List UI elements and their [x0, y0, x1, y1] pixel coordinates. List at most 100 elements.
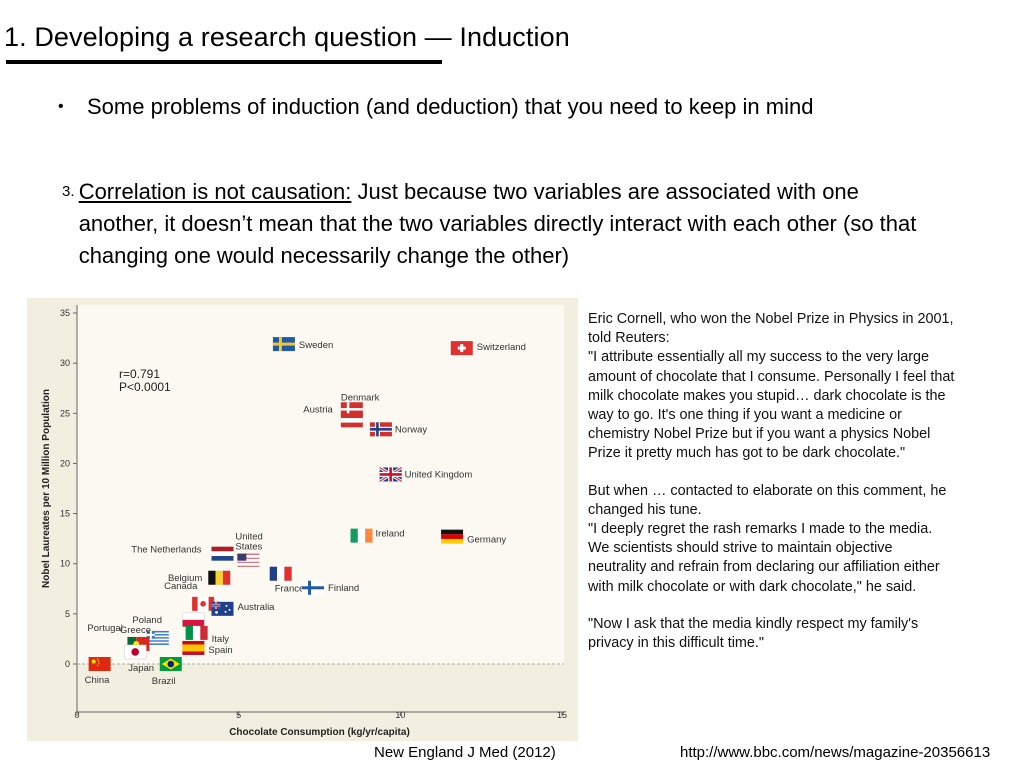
- country-label: Greece: [120, 625, 151, 636]
- bullet-1: • Some problems of induction (and deduct…: [58, 92, 898, 122]
- bullet-marker: •: [58, 98, 64, 115]
- data-point-spain: Spain: [182, 640, 233, 656]
- y-tick-label: 35: [60, 308, 70, 318]
- x-tick-label: 15: [557, 710, 567, 720]
- country-label: Ireland: [376, 529, 405, 540]
- quote-line: told Reuters:: [588, 330, 670, 347]
- chocolate-nobel-chart: 0 5 10 15 20 25 30 35 0 5 10 15 Chocolate Consumptio…: [27, 298, 578, 741]
- quote-line: Eric Cornell, who won the Nobel Prize in…: [588, 311, 954, 327]
- correlation-annotation: r=0.791: [119, 367, 160, 381]
- switzerland-flag-icon: [450, 341, 473, 356]
- country-label: Brazil: [152, 676, 176, 687]
- data-point-france: France: [269, 566, 305, 595]
- title-underline: [6, 60, 442, 64]
- quote-line: way to go. It's one thing if you want a …: [588, 407, 902, 424]
- austria-flag-icon: [340, 413, 363, 428]
- data-point-netherlands: The Netherlands: [131, 545, 234, 561]
- norway-flag-icon: [369, 422, 392, 437]
- data-point-belgium: Belgium: [168, 570, 231, 585]
- country-label: Japan: [128, 663, 154, 674]
- quote-line: But when … contacted to elaborate on thi…: [588, 482, 947, 499]
- poland-flag-icon: [182, 612, 205, 628]
- data-point-switzerland: Switzerland: [450, 341, 526, 356]
- x-axis-title: Chocolate Consumption (kg/yr/capita): [229, 727, 410, 738]
- country-label: France: [275, 584, 305, 595]
- bullet-number: 3.: [62, 183, 75, 200]
- france-flag-icon: [269, 566, 292, 581]
- brazil-flag-icon: [159, 657, 182, 671]
- data-point-uk: United Kingdom: [378, 466, 472, 483]
- quote-line: "Now I ask that the media kindly respect…: [588, 615, 919, 632]
- australia-flag-icon: [211, 601, 234, 616]
- country-label: Poland: [132, 615, 162, 626]
- data-point-austria: Austria: [303, 404, 363, 428]
- country-label: The Netherlands: [131, 545, 201, 556]
- quote-line: amount of chocolate that I consume. Pers…: [588, 368, 955, 385]
- ireland-flag-icon: [350, 528, 373, 543]
- country-label: Portugal: [87, 623, 122, 634]
- quote-line: chemistry Nobel Prize but if you want a …: [588, 426, 931, 443]
- data-point-japan: Japan: [123, 644, 154, 674]
- data-point-germany: Germany: [441, 529, 506, 546]
- quote-line: changed his tune.: [588, 501, 702, 518]
- finland-flag-icon: [302, 580, 325, 595]
- germany-flag-icon: [441, 529, 464, 544]
- uk-flag-icon: [378, 466, 403, 483]
- source-citation-url: http://www.bbc.com/news/magazine-2035661…: [680, 744, 991, 761]
- sweden-flag-icon: [272, 337, 295, 352]
- country-label: United: [235, 532, 262, 543]
- belgium-flag-icon: [208, 570, 231, 585]
- country-label: Australia: [238, 602, 276, 613]
- country-label: Denmark: [341, 392, 380, 403]
- quote-block: Eric Cornell, who won the Nobel Prize in…: [588, 310, 1013, 671]
- bullet-1-text: Some problems of induction (and deductio…: [87, 94, 814, 119]
- quote-line: privacy in this difficult time.": [588, 635, 764, 652]
- country-label: Spain: [208, 645, 232, 656]
- data-point-italy: Italy: [185, 625, 230, 645]
- china-flag-icon: [88, 657, 111, 671]
- y-tick-label: 25: [60, 408, 70, 418]
- italy-flag-icon: [185, 625, 208, 640]
- y-tick-label: 20: [60, 458, 70, 468]
- source-citation-journal: New England J Med (2012): [374, 744, 556, 761]
- country-label: Italy: [212, 634, 230, 645]
- slide-title: 1. Developing a research question — Indu…: [4, 22, 570, 52]
- country-label: Austria: [303, 404, 333, 415]
- quote-line: "I attribute essentially all my success …: [588, 349, 930, 366]
- quote-paragraph-2: But when … contacted to elaborate on thi…: [588, 482, 1013, 597]
- data-point-china: China: [85, 657, 111, 686]
- data-point-ireland: Ireland: [350, 528, 405, 543]
- y-tick-label: 5: [65, 609, 70, 619]
- country-label: Sweden: [299, 340, 333, 351]
- spain-flag-icon: [182, 640, 205, 655]
- bullet-2: 3. Correlation is not causation: Just be…: [62, 176, 942, 272]
- bullet-2-text: Just because two variables are associate…: [78, 179, 917, 268]
- country-label: Norway: [395, 424, 427, 435]
- country-label: China: [85, 675, 111, 686]
- netherlands-flag-icon: [211, 546, 234, 561]
- bullet-2-body: Correlation is not causation: Just becau…: [79, 176, 942, 272]
- quote-line: neutrality and refrain from declaring ou…: [588, 559, 940, 576]
- data-point-denmark: Denmark: [340, 392, 380, 417]
- denmark-flag-icon: [340, 402, 363, 417]
- quote-line: Prize it pretty much has got to be dark …: [588, 445, 906, 462]
- quote-line: milk chocolate makes you stupid… dark ch…: [588, 387, 946, 404]
- data-point-australia: Australia: [211, 601, 276, 616]
- data-point-canada: Canada: [164, 581, 215, 611]
- scatter-plot: 0 5 10 15 20 25 30 35 0 5 10 15 Chocolate Consumptio…: [41, 305, 567, 738]
- x-tick-label: 0: [74, 710, 79, 720]
- quote-line: "I deeply regret the rash remarks I made…: [588, 521, 933, 538]
- country-label: Belgium: [168, 573, 202, 584]
- data-point-sweden: Sweden: [272, 337, 333, 352]
- y-tick-label: 30: [60, 358, 70, 368]
- usa-flag-icon: [237, 553, 260, 568]
- quote-line: We scientists should strive to maintain …: [588, 540, 893, 557]
- quote-line: with milk chocolate or with dark chocola…: [588, 578, 917, 595]
- canada-flag-icon: [192, 596, 215, 611]
- quote-paragraph-1: Eric Cornell, who won the Nobel Prize in…: [588, 310, 1013, 464]
- greece-flag-icon: [146, 630, 169, 645]
- japan-flag-icon: [123, 644, 147, 660]
- country-label: Germany: [467, 535, 506, 546]
- y-tick-label: 15: [60, 509, 70, 519]
